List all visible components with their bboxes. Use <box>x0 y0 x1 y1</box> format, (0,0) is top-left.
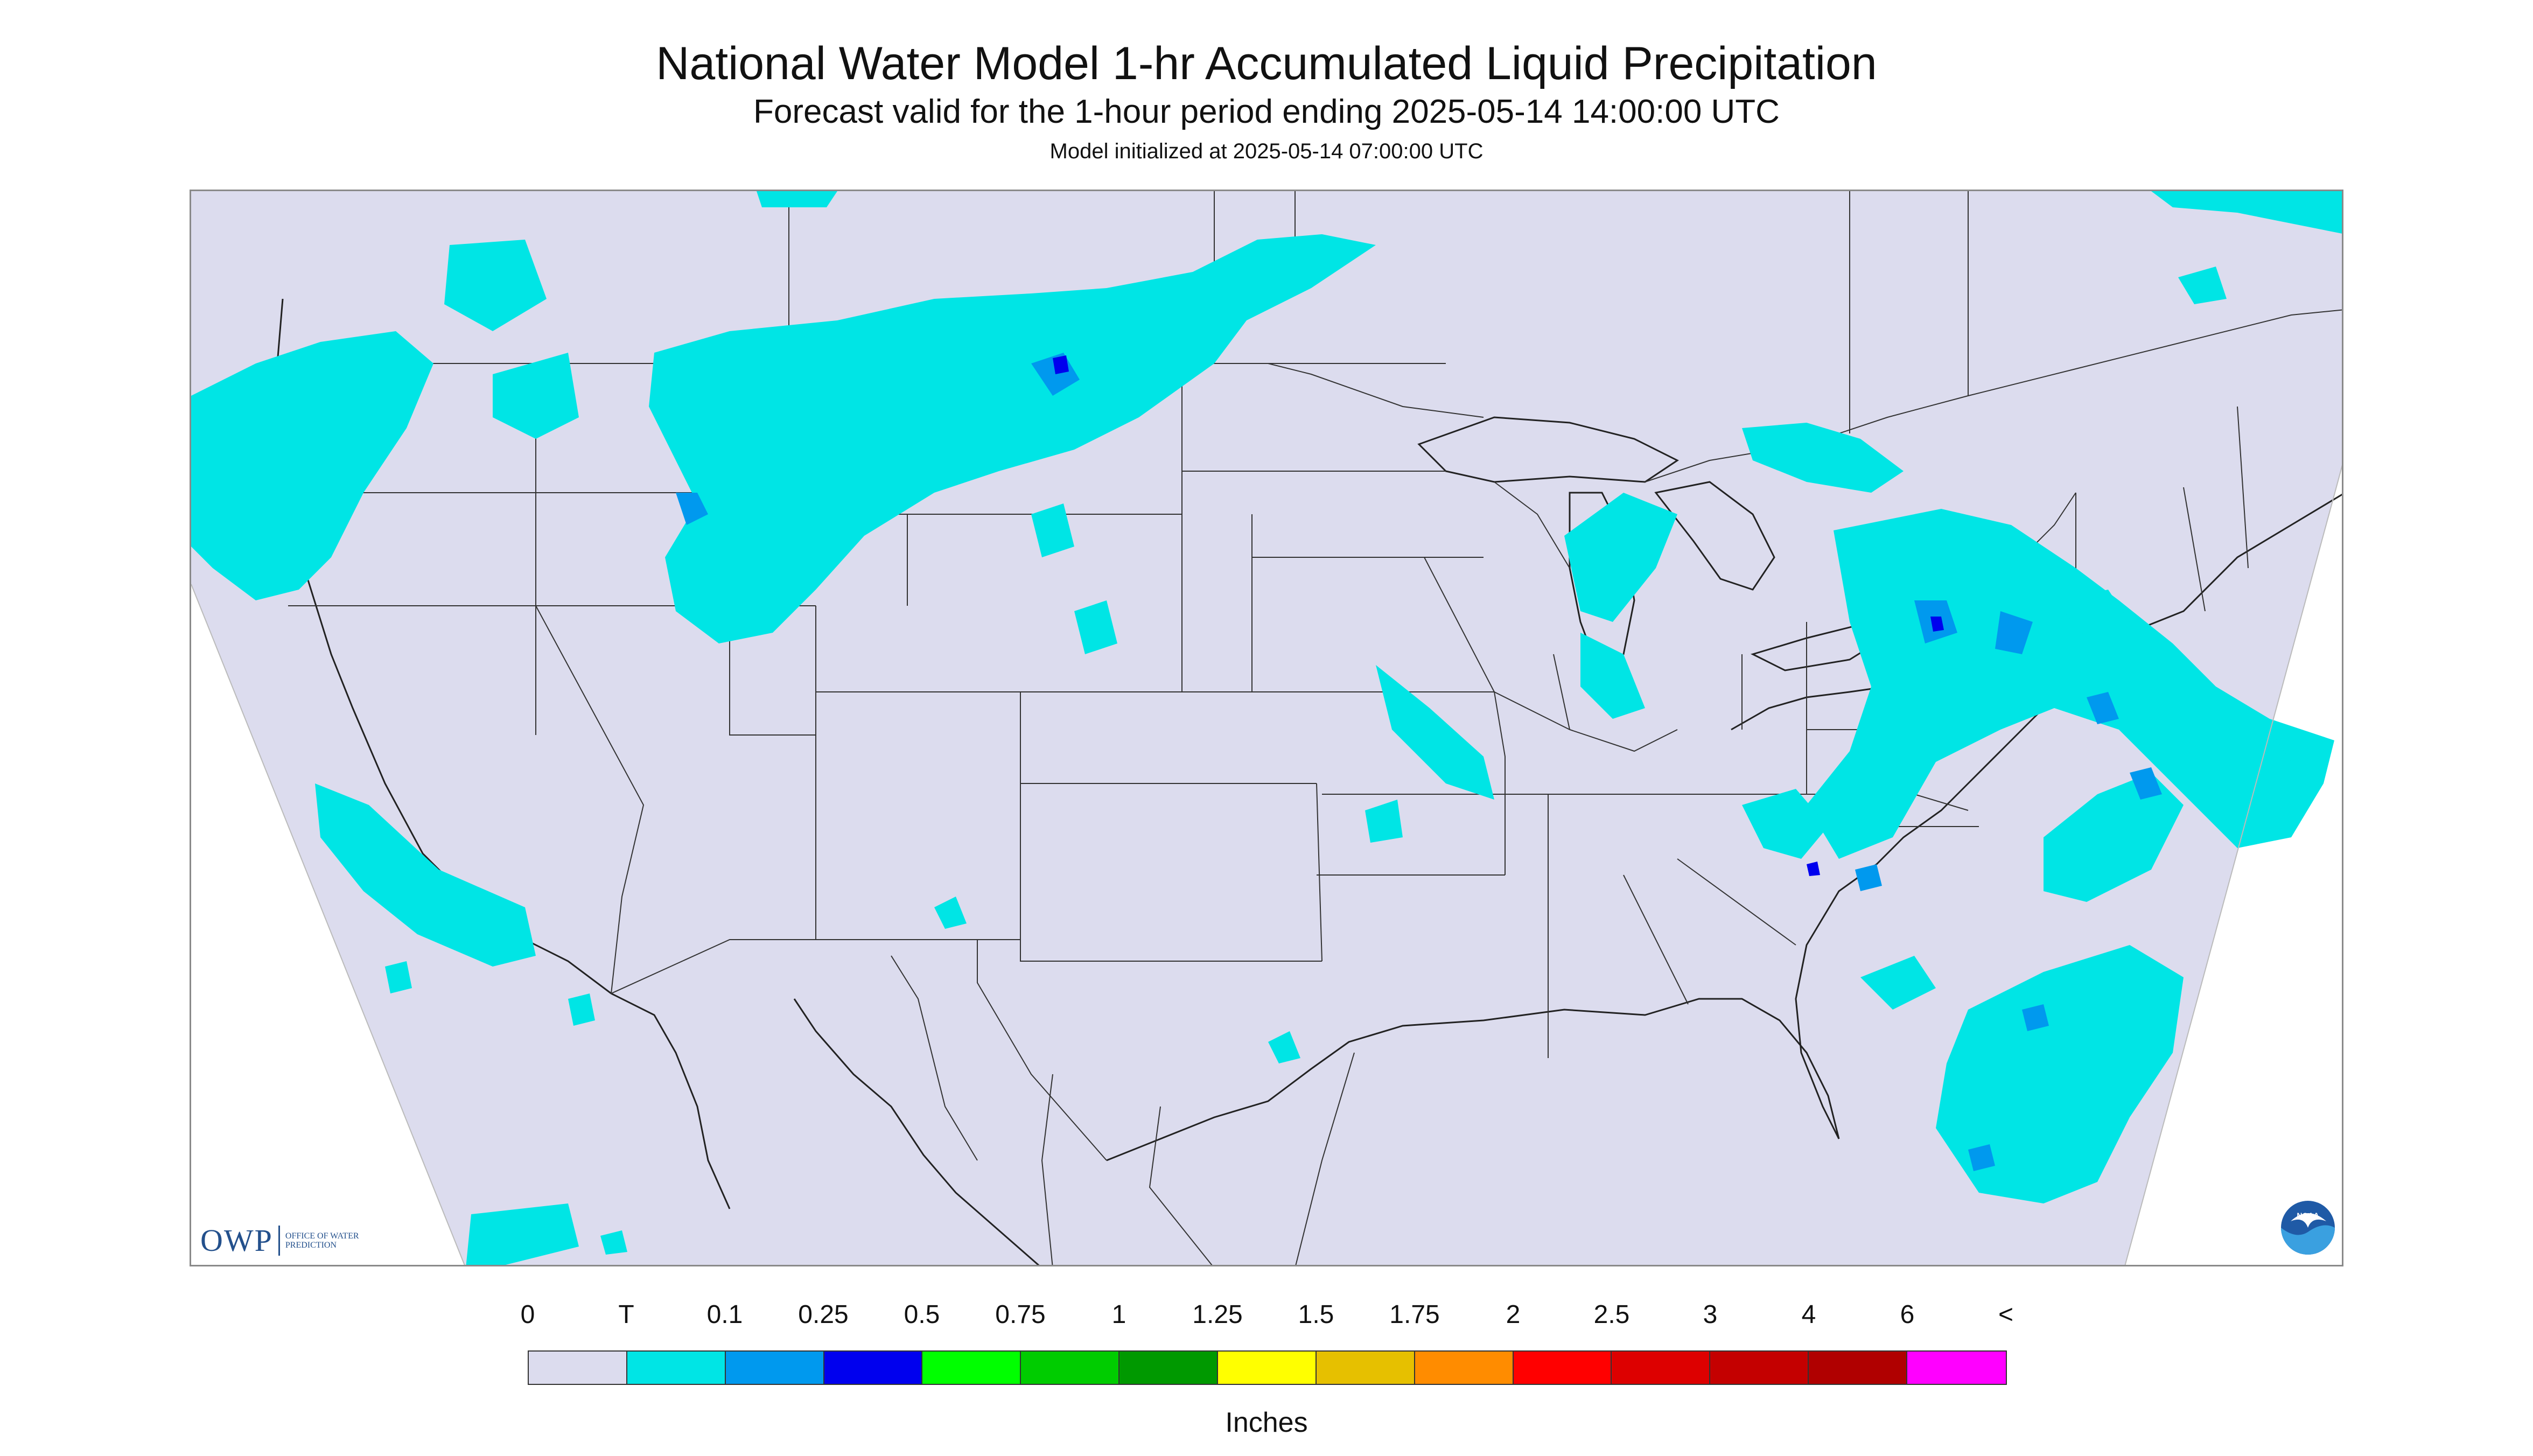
legend-swatch <box>529 1352 627 1384</box>
legend-tick-label: 0.25 <box>798 1300 849 1329</box>
legend-swatch <box>1513 1352 1612 1384</box>
legend-swatch <box>1316 1352 1415 1384</box>
legend-tick-label: 0 <box>520 1300 535 1329</box>
legend-labels: 0 T 0.1 0.25 0.5 0.75 1 1.25 1.5 1.75 2 2.5 3 4 6 < <box>521 1299 2014 1331</box>
noaa-logo-text: NOAA <box>2297 1211 2319 1220</box>
legend-swatch <box>824 1352 923 1384</box>
precip-trace <box>191 191 2342 1265</box>
forecast-valid-subtitle: Forecast valid for the 1-hour period end… <box>753 93 1780 130</box>
noaa-logo: NOAA <box>2280 1200 2336 1256</box>
legend-tick-label: 3 <box>1703 1300 1718 1329</box>
legend-swatch <box>627 1352 726 1384</box>
legend-tick-label: 0.1 <box>706 1300 743 1329</box>
legend-tick-label: 1 <box>1111 1300 1126 1329</box>
legend-swatch <box>922 1352 1021 1384</box>
precip-heavy <box>1053 355 1944 876</box>
owp-logo-divider <box>278 1225 280 1256</box>
legend-swatch <box>1218 1352 1317 1384</box>
precip-legend: 0 T 0.1 0.25 0.5 0.75 1 1.25 1.5 1.75 2 2.5 3 4 6 < <box>521 1299 2014 1406</box>
legend-tick-label: 2 <box>1506 1300 1521 1329</box>
precipitation-map[interactable] <box>190 190 2343 1266</box>
legend-swatch <box>1710 1352 1809 1384</box>
legend-swatch <box>1415 1352 1514 1384</box>
map-title: National Water Model 1-hr Accumulated Li… <box>656 38 1877 89</box>
legend-tick-label: 1.25 <box>1192 1300 1243 1329</box>
model-init-line: Model initialized at 2025-05-14 07:00:00… <box>1049 139 1484 163</box>
legend-swatch <box>1612 1352 1711 1384</box>
legend-colorbar <box>528 1350 2007 1385</box>
legend-tick-label: T <box>618 1300 634 1329</box>
owp-logo-text: Office of Water Prediction <box>285 1231 359 1250</box>
map-svg <box>191 191 2342 1265</box>
legend-tick-label: 0.75 <box>995 1300 1046 1329</box>
legend-tick-label: 2.5 <box>1593 1300 1630 1329</box>
legend-swatch <box>725 1352 824 1384</box>
legend-tick-label: 6 <box>1900 1300 1915 1329</box>
owp-mark: OWP <box>200 1223 273 1258</box>
legend-swatch <box>1809 1352 1908 1384</box>
legend-tick-label: 1.5 <box>1298 1300 1334 1329</box>
owp-logo: OWP Office of Water Prediction <box>200 1222 366 1258</box>
legend-units-label: Inches <box>1225 1407 1308 1438</box>
legend-tick-label: 1.75 <box>1389 1300 1440 1329</box>
legend-tick-label: 0.5 <box>904 1300 940 1329</box>
legend-swatch <box>1021 1352 1120 1384</box>
legend-swatch <box>1907 1352 2006 1384</box>
noaa-emblem-icon: NOAA <box>2281 1201 2335 1255</box>
legend-swatch <box>1119 1352 1219 1384</box>
domain-outline <box>191 465 2342 1265</box>
legend-tick-label: 4 <box>1801 1300 1816 1329</box>
legend-tick-label: < <box>1998 1300 2014 1329</box>
